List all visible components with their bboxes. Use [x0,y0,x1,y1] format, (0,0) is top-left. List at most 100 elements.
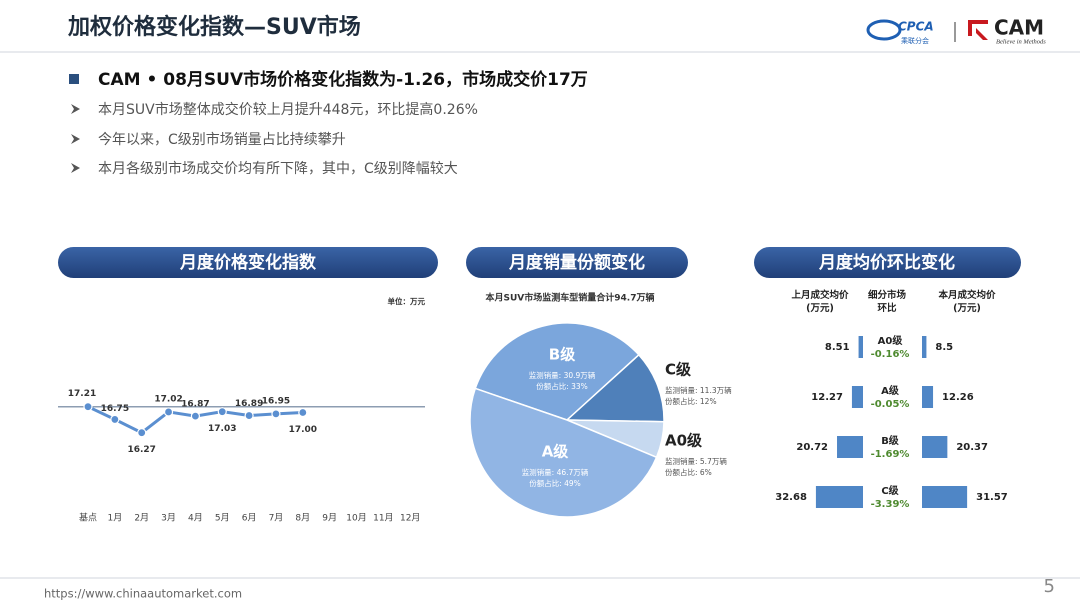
x-tick-label: 7月 [269,513,284,524]
bullet-arrow [71,134,80,144]
value-label: 8.5 [935,342,953,353]
column-header: 本月成交均价(万元) [938,289,996,314]
column-header: 上月成交均价(万元) [791,289,849,314]
x-tick-label: 1月 [107,513,122,524]
bar [851,386,863,408]
category-label: A级 [881,384,900,397]
bar [922,386,934,408]
pie-slice [469,387,658,518]
data-label: 16.95 [262,396,290,406]
bullet: 今年以来，C级别市场销量占比持续攀升 [98,131,346,148]
point [190,411,200,421]
data-label: 16.27 [127,445,155,455]
data-label: 16.75 [101,404,129,414]
data-label: 17.02 [154,394,182,404]
x-tick-label: 6月 [242,513,257,524]
headline: CAM • 08月SUV市场价格变化指数为-1.26，市场成交价17万 [98,69,588,90]
unit-label: 单位：万元 [388,296,426,306]
bullet-arrow [71,163,80,173]
x-tick-label: 2月 [134,513,149,524]
data-label: 16.89 [235,399,263,409]
point [110,414,120,425]
bullet: 本月SUV市场整体成交价较上月提升448元，环比提高0.26% [98,101,478,118]
data-label: 17.21 [68,389,96,399]
logo-cam-sub: Believe in Methods [996,38,1046,45]
bar [815,486,863,508]
point [298,407,308,418]
panel-title: 月度价格变化指数 [179,252,317,273]
page-number: 5 [1044,576,1055,597]
footer-url: https://www.chinaautomarket.com [44,587,242,601]
category-label: A0级 [878,334,904,347]
pie-slice [474,322,640,421]
value-label: 32.68 [775,492,807,503]
change-label: -0.16% [871,349,910,360]
point [137,428,147,438]
slice-share: 份额占比: 6% [665,467,712,477]
panel-title: 月度销量份额变化 [508,252,645,273]
point [163,407,174,417]
pie-title: 本月SUV市场监测车型销量合计94.7万辆 [486,292,655,304]
slice-sales: 监测销量: 11.3万辆 [665,385,732,395]
change-label: -1.69% [871,449,910,460]
slice-share: 份额占比: 12% [665,396,717,406]
x-tick-label: 3月 [161,513,176,524]
x-tick-label: 4月 [188,513,203,524]
data-label: 17.00 [289,425,317,435]
bar [837,436,863,458]
column-header: 细分市场环比 [868,289,907,314]
slice-sales: 监测销量: 30.9万辆 [529,370,596,380]
point [217,407,227,417]
x-tick-label: 12月 [400,513,420,524]
value-label: 12.26 [942,392,974,403]
bar [922,486,968,508]
logo-cpca-sub: 乘联分会 [901,36,929,45]
slice-label: A级 [542,443,570,461]
data-label: 17.03 [208,424,236,434]
x-tick-label: 5月 [215,513,230,524]
slice-share: 份额占比: 49% [529,478,581,488]
value-label: 20.72 [796,442,828,453]
value-label: 20.37 [956,442,988,453]
bullet: 本月各级别市场成交价均有所下降，其中，C级别降幅较大 [98,160,458,177]
bar [858,336,863,358]
data-label: 16.87 [181,400,209,410]
category-label: C级 [881,484,899,497]
x-tick-label: 基点 [79,512,97,524]
x-tick-label: 11月 [373,513,393,524]
pie-slice [565,353,665,423]
bar [922,436,948,458]
change-label: -0.05% [871,399,910,410]
bar [922,336,927,358]
logo-cam: CAM [994,16,1044,40]
x-tick-label: 9月 [322,513,337,524]
slice-label: B级 [549,346,576,364]
point [83,402,93,412]
value-label: 8.51 [825,342,850,353]
point [244,410,254,421]
x-tick-label: 8月 [295,513,310,524]
x-tick-label: 10月 [346,513,366,524]
slice-label: C级 [665,361,692,379]
slice-sales: 监测销量: 5.7万辆 [665,456,727,466]
slice-label: A0级 [665,432,703,450]
logo-cpca: CPCA [898,20,934,34]
slice-sales: 监测销量: 46.7万辆 [522,467,589,477]
headline-marker [69,74,79,84]
value-label: 12.27 [811,392,843,403]
point [271,409,281,419]
slide-title: 加权价格变化指数—SUV市场 [67,14,361,40]
logo-icon [866,19,902,41]
panel-header [466,247,688,278]
panel-header [754,247,1021,278]
logo-cam-icon [968,20,988,40]
slice-share: 份额占比: 33% [536,381,588,391]
change-label: -3.39% [871,499,910,510]
panel-header [58,247,438,278]
category-label: B级 [881,434,900,447]
value-label: 31.57 [976,492,1008,503]
panel-title: 月度均价环比变化 [818,252,955,273]
bullet-arrow [71,104,80,114]
